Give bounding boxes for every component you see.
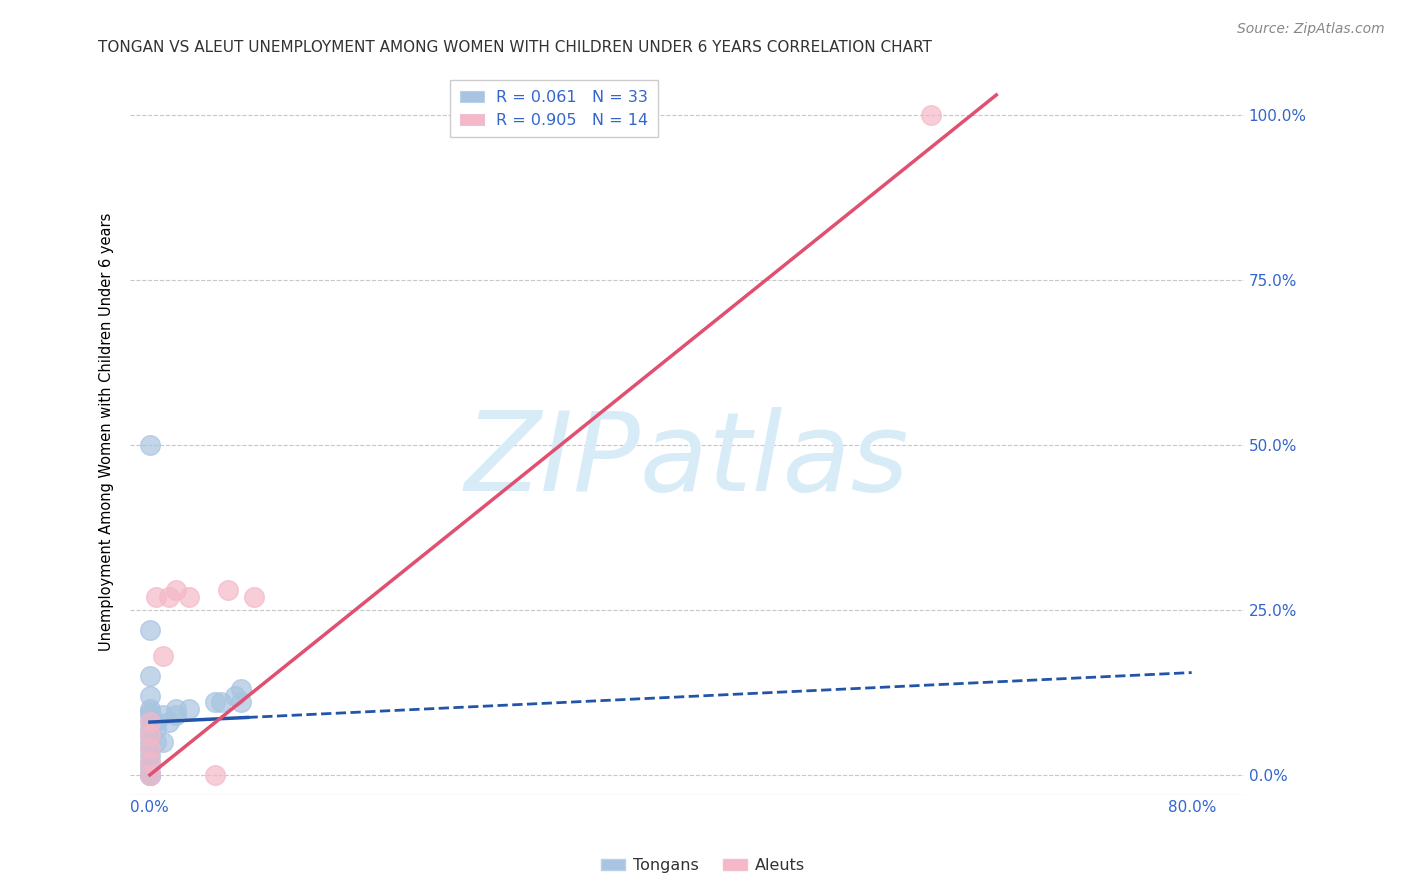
Point: [139, 748, 162, 763]
Text: Source: ZipAtlas.com: Source: ZipAtlas.com: [1237, 22, 1385, 37]
Point: [139, 623, 162, 637]
Point: [229, 682, 252, 697]
Point: [139, 728, 162, 742]
Point: [139, 768, 162, 782]
Point: [139, 768, 162, 782]
Point: [139, 768, 162, 782]
Point: [243, 590, 266, 604]
Point: [139, 755, 162, 769]
Point: [229, 695, 252, 709]
Point: [139, 702, 162, 716]
Point: [157, 590, 180, 604]
Point: [139, 669, 162, 683]
Point: [177, 590, 200, 604]
Point: [165, 708, 187, 723]
Point: [139, 741, 162, 756]
Point: [139, 705, 162, 719]
Point: [145, 735, 167, 749]
Point: [920, 108, 942, 122]
Point: [139, 761, 162, 775]
Point: [145, 722, 167, 736]
Text: ZIPatlas: ZIPatlas: [465, 407, 910, 514]
Point: [165, 582, 187, 597]
Point: [139, 728, 162, 742]
Point: [204, 695, 226, 709]
Point: [152, 648, 174, 663]
Point: [157, 715, 180, 730]
Point: [145, 590, 167, 604]
Point: [139, 689, 162, 703]
Point: [152, 708, 174, 723]
Point: [139, 768, 162, 782]
Point: [224, 689, 246, 703]
Y-axis label: Unemployment Among Women with Children Under 6 years: Unemployment Among Women with Children U…: [100, 212, 114, 651]
Point: [217, 582, 239, 597]
Point: [204, 768, 226, 782]
Point: [139, 438, 162, 452]
Legend: Tongans, Aleuts: Tongans, Aleuts: [595, 852, 811, 880]
Point: [139, 768, 162, 782]
Point: [139, 715, 162, 730]
Point: [177, 702, 200, 716]
Point: [152, 735, 174, 749]
Text: TONGAN VS ALEUT UNEMPLOYMENT AMONG WOMEN WITH CHILDREN UNDER 6 YEARS CORRELATION: TONGAN VS ALEUT UNEMPLOYMENT AMONG WOMEN…: [98, 40, 932, 55]
Point: [139, 741, 162, 756]
Point: [145, 715, 167, 730]
Legend: R = 0.061   N = 33, R = 0.905   N = 14: R = 0.061 N = 33, R = 0.905 N = 14: [450, 80, 658, 137]
Point: [139, 735, 162, 749]
Point: [139, 722, 162, 736]
Point: [211, 695, 233, 709]
Point: [165, 702, 187, 716]
Point: [139, 755, 162, 769]
Point: [139, 715, 162, 730]
Point: [139, 708, 162, 723]
